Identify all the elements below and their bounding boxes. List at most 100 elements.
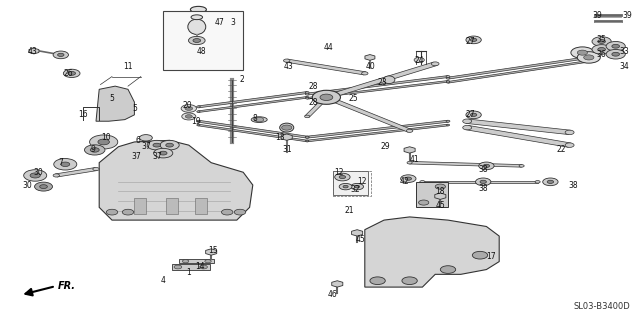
Text: 15: 15 — [208, 246, 218, 255]
Circle shape — [140, 135, 152, 141]
Text: 13: 13 — [275, 133, 285, 142]
Circle shape — [420, 181, 425, 183]
Bar — [179, 259, 214, 263]
Text: 1: 1 — [186, 268, 191, 277]
Text: 8: 8 — [253, 114, 257, 122]
Circle shape — [90, 135, 118, 149]
Polygon shape — [198, 92, 308, 108]
Polygon shape — [305, 97, 329, 117]
Circle shape — [588, 61, 591, 62]
Polygon shape — [435, 193, 446, 199]
Ellipse shape — [191, 6, 206, 13]
Text: 2: 2 — [240, 75, 244, 84]
Circle shape — [58, 53, 64, 56]
Circle shape — [186, 115, 192, 118]
Text: 39: 39 — [622, 11, 632, 20]
Circle shape — [339, 175, 346, 179]
Polygon shape — [285, 59, 366, 75]
Circle shape — [53, 174, 60, 177]
Ellipse shape — [383, 76, 395, 84]
Text: 38: 38 — [479, 165, 488, 174]
Circle shape — [98, 139, 109, 145]
Circle shape — [466, 36, 481, 44]
Circle shape — [571, 47, 594, 58]
Circle shape — [339, 183, 352, 190]
Text: 45: 45 — [435, 201, 445, 210]
Text: 9: 9 — [90, 145, 95, 154]
Circle shape — [160, 140, 179, 150]
Text: 37: 37 — [141, 142, 151, 151]
Text: 7: 7 — [58, 158, 63, 167]
Text: 5: 5 — [132, 104, 137, 113]
Circle shape — [196, 120, 200, 122]
Circle shape — [463, 125, 472, 130]
Text: 12: 12 — [357, 177, 366, 186]
Circle shape — [122, 209, 134, 215]
Circle shape — [306, 96, 309, 98]
Circle shape — [406, 129, 413, 132]
Text: 16: 16 — [78, 110, 88, 119]
Circle shape — [447, 124, 450, 126]
Circle shape — [306, 140, 309, 142]
Bar — [172, 264, 210, 270]
Text: 5: 5 — [109, 94, 115, 103]
Circle shape — [447, 81, 450, 83]
Circle shape — [584, 55, 594, 60]
Circle shape — [255, 117, 264, 122]
Text: 44: 44 — [323, 43, 333, 52]
Circle shape — [592, 37, 611, 46]
Text: 24: 24 — [414, 56, 424, 65]
Text: 18: 18 — [435, 187, 445, 196]
Ellipse shape — [188, 19, 206, 34]
Circle shape — [284, 59, 290, 62]
Circle shape — [577, 52, 600, 63]
Circle shape — [401, 175, 416, 182]
Circle shape — [197, 124, 200, 126]
Text: 23: 23 — [378, 78, 388, 87]
Circle shape — [30, 173, 40, 178]
Bar — [333, 171, 371, 196]
Text: 29: 29 — [381, 142, 390, 151]
Text: 31: 31 — [283, 145, 292, 154]
Circle shape — [305, 115, 310, 118]
Text: 42: 42 — [400, 177, 410, 186]
Polygon shape — [198, 97, 308, 112]
Circle shape — [606, 49, 625, 59]
Circle shape — [221, 209, 233, 215]
Bar — [134, 198, 146, 214]
Circle shape — [577, 50, 588, 55]
Polygon shape — [324, 96, 412, 132]
Circle shape — [84, 145, 105, 155]
Polygon shape — [365, 55, 375, 60]
Text: 26: 26 — [63, 69, 74, 78]
Circle shape — [68, 71, 76, 75]
Circle shape — [470, 38, 477, 41]
Circle shape — [414, 57, 424, 63]
Circle shape — [61, 162, 70, 167]
Text: 48: 48 — [197, 47, 207, 56]
Circle shape — [470, 113, 477, 116]
Text: SL03-B3400D: SL03-B3400D — [573, 302, 630, 311]
Text: 27: 27 — [466, 37, 476, 46]
Circle shape — [543, 178, 558, 186]
Circle shape — [154, 148, 173, 158]
Circle shape — [431, 62, 439, 66]
Circle shape — [197, 111, 200, 113]
Circle shape — [305, 136, 309, 138]
Circle shape — [312, 90, 340, 104]
Text: FR.: FR. — [58, 280, 76, 291]
Text: 46: 46 — [328, 290, 338, 299]
Ellipse shape — [186, 10, 211, 29]
Circle shape — [463, 119, 472, 123]
Polygon shape — [447, 61, 589, 83]
Text: 40: 40 — [366, 63, 376, 71]
Polygon shape — [307, 124, 449, 142]
Circle shape — [53, 51, 68, 59]
Text: 28: 28 — [309, 82, 318, 91]
Circle shape — [185, 107, 193, 110]
Circle shape — [306, 140, 309, 142]
Polygon shape — [205, 249, 217, 255]
Circle shape — [565, 130, 574, 135]
Text: 35: 35 — [596, 35, 607, 44]
Text: 10: 10 — [100, 133, 111, 142]
